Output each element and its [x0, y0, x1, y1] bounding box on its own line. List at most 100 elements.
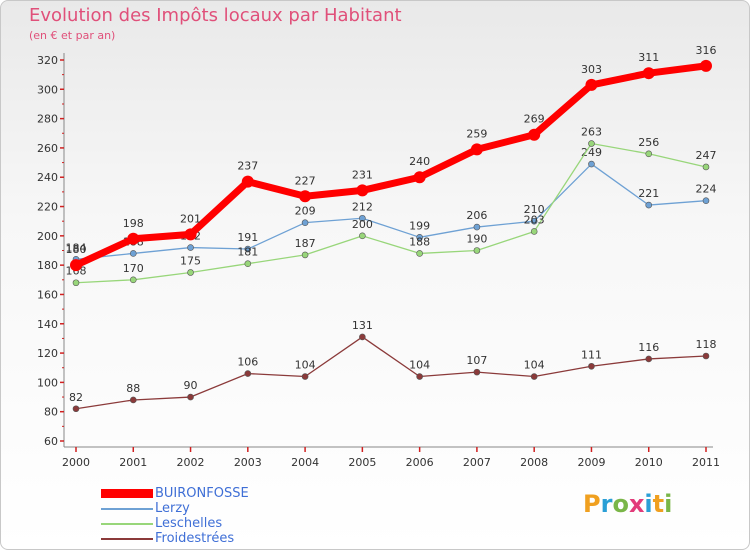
data-label-buironfosse: 269 [524, 113, 545, 126]
data-point-buironfosse [700, 59, 712, 72]
data-label-lerzy: 206 [466, 209, 487, 222]
data-label-leschelles: 170 [123, 262, 144, 275]
data-point-froidestrees [301, 373, 309, 380]
x-tick-label: 2002 [177, 456, 205, 469]
data-label-froidestrees: 107 [466, 354, 487, 367]
data-point-froidestrees [702, 352, 710, 360]
data-label-leschelles: 247 [696, 149, 717, 162]
data-label-buironfosse: 201 [180, 212, 201, 225]
series-buironfosse: 180 198 201 237 227 231 240 259 269 303 311 316 [66, 44, 717, 272]
data-point-lerzy [473, 223, 481, 231]
x-tick-label: 2006 [406, 456, 434, 469]
data-label-buironfosse: 240 [409, 155, 430, 168]
data-point-froidestrees [129, 396, 137, 404]
legend-swatch-lerzy [101, 508, 153, 510]
data-point-leschelles [702, 163, 710, 171]
y-tick-label: 160 [37, 288, 58, 301]
data-label-leschelles: 200 [352, 218, 373, 231]
logo-letter: r [600, 490, 613, 518]
data-label-froidestrees: 106 [237, 356, 258, 369]
data-point-buironfosse [127, 232, 140, 245]
data-point-froidestrees [72, 405, 80, 413]
y-tick-label: 60 [44, 435, 58, 448]
data-point-froidestrees [359, 333, 366, 341]
data-label-lerzy: 209 [295, 205, 316, 218]
data-label-leschelles: 256 [638, 136, 659, 149]
data-label-lerzy: 224 [696, 183, 717, 196]
logo-letter: x [628, 490, 645, 518]
data-label-leschelles: 263 [581, 126, 602, 139]
data-point-leschelles [588, 140, 595, 147]
series-line-lerzy [75, 163, 707, 260]
data-point-buironfosse [585, 78, 598, 91]
data-label-froidestrees: 104 [295, 359, 316, 372]
data-point-leschelles [530, 228, 538, 235]
data-label-buironfosse: 227 [295, 174, 316, 187]
data-label-lerzy: 210 [524, 203, 545, 216]
data-point-buironfosse [356, 184, 369, 197]
data-point-lerzy [244, 245, 252, 253]
data-label-buironfosse: 316 [696, 44, 717, 57]
data-point-buironfosse [241, 175, 254, 188]
data-label-leschelles: 187 [295, 237, 316, 250]
data-label-froidestrees: 104 [524, 359, 545, 372]
y-tick-label: 240 [37, 171, 58, 184]
data-point-buironfosse [299, 190, 312, 203]
data-point-lerzy [702, 197, 710, 204]
data-point-froidestrees [473, 368, 481, 376]
data-point-froidestrees [588, 362, 595, 370]
legend-label-buironfosse: BUIRONFOSSE [155, 486, 249, 501]
data-point-leschelles [359, 232, 366, 240]
data-label-lerzy: 191 [237, 231, 258, 244]
x-tick-label: 2003 [234, 456, 262, 469]
data-label-froidestrees: 118 [696, 338, 717, 351]
data-point-buironfosse [413, 171, 426, 184]
y-tick-label: 200 [37, 230, 58, 243]
x-tick-label: 2004 [291, 456, 319, 469]
data-point-leschelles [187, 269, 194, 276]
data-label-lerzy: 221 [638, 187, 659, 200]
logo-letter: o [612, 490, 629, 518]
data-point-leschelles [244, 260, 252, 267]
x-tick-label: 2005 [348, 456, 376, 469]
data-point-leschelles [129, 276, 137, 284]
data-point-lerzy [588, 160, 595, 168]
data-point-lerzy [301, 219, 309, 226]
data-label-froidestrees: 111 [581, 348, 602, 361]
data-label-buironfosse: 180 [66, 243, 87, 256]
x-tick-label: 2001 [119, 456, 147, 469]
data-label-leschelles: 190 [466, 233, 487, 246]
legend-swatch-buironfosse [101, 489, 153, 498]
y-tick-label: 100 [37, 376, 58, 389]
data-point-froidestrees [187, 393, 194, 401]
data-label-froidestrees: 116 [638, 341, 659, 354]
legend-label-froidestrees: Froidestrées [155, 531, 235, 546]
x-tick-label: 2011 [692, 456, 720, 469]
data-point-lerzy [416, 234, 423, 241]
legend-label-leschelles: Leschelles [155, 516, 223, 531]
y-tick-label: 320 [37, 54, 58, 67]
data-point-buironfosse [70, 259, 82, 272]
logo-letter: i [664, 490, 673, 518]
series-line-froidestrees [75, 336, 707, 410]
proxiti-logo: Proxiti [583, 490, 672, 518]
data-label-buironfosse: 311 [638, 51, 659, 64]
y-tick-label: 260 [37, 142, 58, 155]
y-tick-label: 220 [37, 201, 58, 214]
legend-swatch-leschelles [101, 523, 153, 525]
data-point-leschelles [645, 150, 653, 158]
data-point-froidestrees [530, 373, 538, 380]
data-point-lerzy [187, 244, 194, 251]
logo-letter: P [583, 490, 601, 518]
x-tick-label: 2009 [577, 456, 605, 469]
x-tick-label: 2010 [635, 456, 663, 469]
data-point-lerzy [530, 217, 538, 225]
series-line-leschelles [75, 142, 707, 284]
data-label-buironfosse: 231 [352, 168, 373, 181]
chart-subtitle: (en € et par an) [29, 29, 116, 42]
series-line-buironfosse [72, 62, 710, 269]
x-tick-label: 2008 [520, 456, 548, 469]
data-point-buironfosse [184, 228, 197, 241]
data-label-froidestrees: 104 [409, 359, 430, 372]
